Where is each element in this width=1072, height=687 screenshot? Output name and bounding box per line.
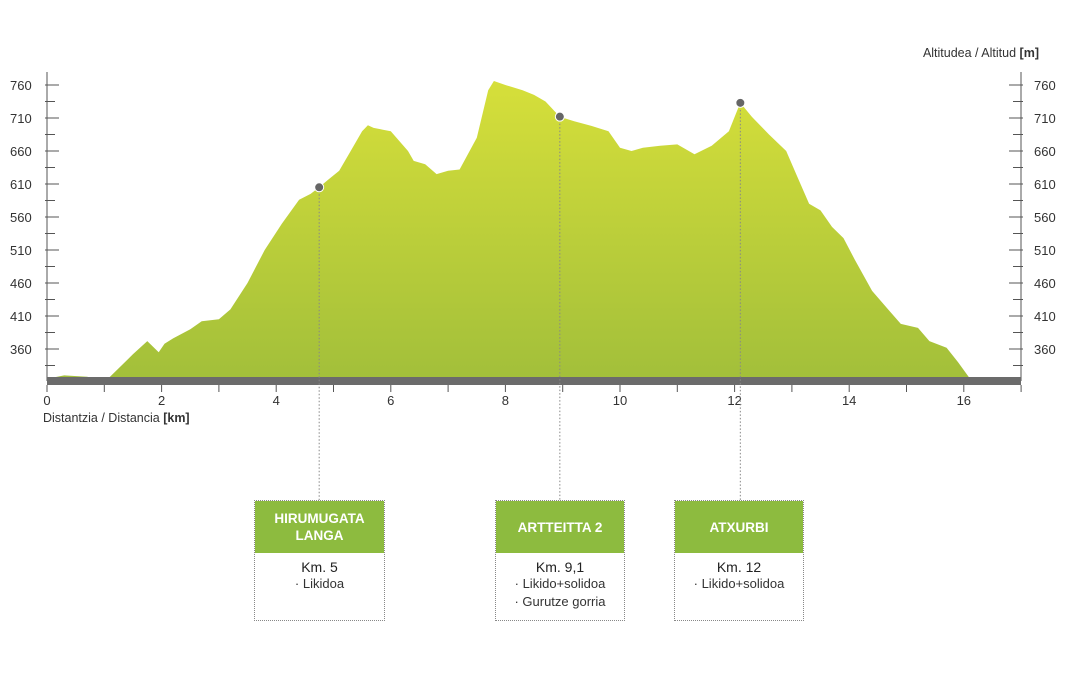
y-axis-title: Altitudea / Altitud [m] — [923, 46, 1039, 60]
y-tick-label-right: 610 — [1034, 177, 1056, 192]
distance-baseline — [47, 377, 1021, 385]
y-tick-label-right: 710 — [1034, 111, 1056, 126]
waypoint-card-hirumugata-langa: HIRUMUGATA LANGA Km. 5 · Likidoa — [254, 500, 385, 621]
waypoint-km: Km. 9,1 — [535, 559, 585, 575]
y-tick-label-right: 410 — [1034, 309, 1056, 324]
x-tick-label: 8 — [502, 393, 509, 408]
x-tick-label: 14 — [842, 393, 856, 408]
y-tick-label-left: 560 — [10, 210, 32, 225]
x-axis-label: Distantzia / Distancia — [43, 411, 160, 425]
y-tick-label-left: 410 — [10, 309, 32, 324]
waypoint-km: Km. 12 — [716, 559, 762, 575]
x-tick-label: 12 — [727, 393, 741, 408]
waypoint-title: ARTTEITTA 2 — [496, 501, 624, 553]
waypoint-note: · Likido+solidoa — [514, 576, 606, 591]
waypoint-title: ATXURBI — [675, 501, 803, 553]
waypoint-marker — [554, 111, 565, 122]
waypoint-note: · Likido+solidoa — [693, 576, 785, 591]
waypoint-note: · Gurutze gorria — [514, 594, 606, 609]
x-tick-label: 10 — [613, 393, 627, 408]
y-tick-label-right: 560 — [1034, 210, 1056, 225]
y-tick-label-right: 660 — [1034, 144, 1056, 159]
waypoint-note: · Likidoa — [294, 576, 345, 591]
y-tick-label-left: 510 — [10, 243, 32, 258]
y-tick-label-left: 660 — [10, 144, 32, 159]
x-axis-unit: [km] — [163, 411, 190, 425]
x-axis-title: Distantzia / Distancia [km] — [43, 411, 190, 425]
waypoint-marker — [735, 97, 746, 108]
x-tick-label: 2 — [158, 393, 165, 408]
y-tick-label-right: 760 — [1034, 78, 1056, 93]
elevation-area — [47, 81, 1022, 381]
x-tick-label: 16 — [957, 393, 971, 408]
y-tick-label-right: 460 — [1034, 276, 1056, 291]
waypoint-title: HIRUMUGATA LANGA — [255, 501, 384, 553]
y-tick-label-right: 510 — [1034, 243, 1056, 258]
waypoint-marker — [314, 182, 325, 193]
y-axis-unit: [m] — [1019, 46, 1039, 60]
x-tick-label: 4 — [273, 393, 280, 408]
waypoint-card-atxurbi: ATXURBI Km. 12 · Likido+solidoa — [674, 500, 804, 621]
y-tick-label-left: 760 — [10, 78, 32, 93]
waypoint-card-artteitta-2: ARTTEITTA 2 Km. 9,1 · Likido+solidoa · G… — [495, 500, 625, 621]
y-tick-label-left: 460 — [10, 276, 32, 291]
y-tick-label-left: 610 — [10, 177, 32, 192]
y-tick-label-left: 710 — [10, 111, 32, 126]
y-tick-label-right: 360 — [1034, 342, 1056, 357]
waypoint-km: Km. 5 — [301, 559, 338, 575]
x-tick-label: 6 — [387, 393, 394, 408]
x-tick-label: 0 — [43, 393, 50, 408]
y-axis-label: Altitudea / Altitud — [922, 46, 1017, 60]
y-tick-label-left: 360 — [10, 342, 32, 357]
